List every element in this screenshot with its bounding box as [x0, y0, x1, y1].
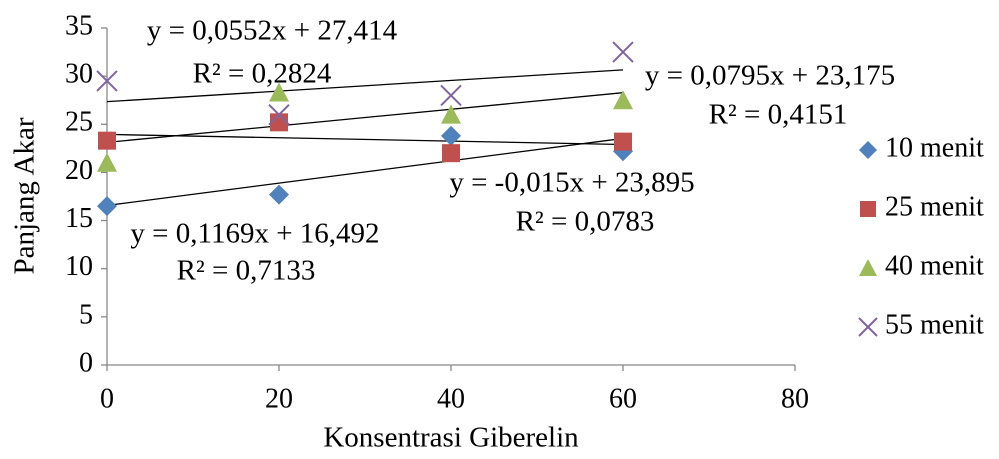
point [612, 41, 634, 63]
legend-label: 40 menit [885, 250, 984, 281]
trend-r2: R² = 0,7133 [177, 255, 316, 287]
trend-r2: R² = 0,4151 [709, 99, 848, 131]
trend-equation: y = 0,0552x + 27,414 [147, 15, 398, 47]
legend-label: 55 menit [885, 309, 984, 340]
trendline [106, 69, 624, 103]
trend-r2: R² = 0,0783 [516, 206, 655, 238]
legend-label: 25 menit [885, 191, 984, 222]
point [268, 103, 290, 126]
point [269, 184, 289, 205]
y-tick-label: 10 [65, 251, 93, 282]
point [441, 104, 461, 124]
y-tick-label: 30 [65, 59, 93, 90]
point [440, 84, 462, 107]
trend-r2: R² = 0,2824 [193, 58, 332, 90]
trend-equation: y = 0,1169x + 16,492 [130, 218, 379, 250]
trendline [106, 137, 624, 207]
point [97, 196, 117, 217]
legend-label: 10 menit [885, 132, 984, 163]
legend-marker [859, 259, 877, 276]
trend-equation: y = -0,015x + 23,895 [449, 167, 694, 199]
x-tick-label: 60 [609, 383, 637, 414]
y-tick-label: 25 [65, 107, 93, 138]
y-tick-label: 35 [65, 10, 93, 41]
x-tick-label: 20 [265, 383, 293, 414]
legend-marker [859, 141, 877, 159]
point [96, 70, 118, 92]
trendline [106, 133, 624, 146]
y-tick-label: 5 [79, 299, 93, 330]
trendline [106, 92, 624, 144]
point [614, 132, 632, 151]
y-tick-label: 0 [79, 347, 93, 378]
legend-marker [858, 317, 878, 337]
x-tick-label: 0 [100, 383, 114, 414]
point [98, 131, 116, 150]
point [97, 152, 117, 172]
legend-marker [860, 201, 876, 217]
x-axis-title: Konsentrasi Giberelin [323, 422, 579, 454]
y-tick-label: 15 [65, 203, 93, 234]
point [442, 144, 460, 163]
x-tick-label: 40 [437, 383, 465, 414]
x-tick-label: 80 [781, 383, 809, 414]
point [441, 125, 461, 146]
y-axis-title: Panjang Akar [9, 117, 41, 274]
y-tick-label: 20 [65, 155, 93, 186]
point [269, 82, 289, 102]
trend-equation: y = 0,0795x + 23,175 [645, 60, 895, 92]
point [613, 90, 633, 110]
